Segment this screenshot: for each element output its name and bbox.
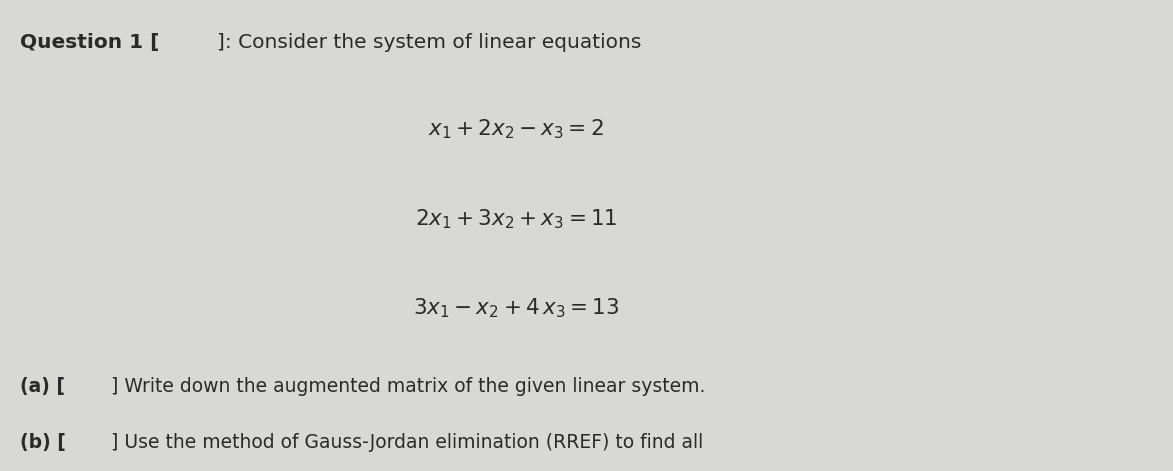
Text: (b) [: (b) [ (20, 433, 66, 452)
Text: Question 1 [: Question 1 [ (20, 33, 160, 52)
Text: (a) [: (a) [ (20, 377, 65, 396)
Text: $x_1+2x_2-x_3=2$: $x_1+2x_2-x_3=2$ (428, 118, 604, 141)
Text: ] Write down the augmented matrix of the given linear system.: ] Write down the augmented matrix of the… (111, 377, 706, 396)
Text: ] Use the method of Gauss-Jordan elimination (RREF) to find all: ] Use the method of Gauss-Jordan elimina… (111, 433, 704, 452)
Text: $2x_1+3x_2+x_3=11$: $2x_1+3x_2+x_3=11$ (415, 207, 617, 231)
Text: $3x_1-x_2+4\,x_3=13$: $3x_1-x_2+4\,x_3=13$ (413, 297, 619, 320)
Text: ]: Consider the system of linear equations: ]: Consider the system of linear equatio… (217, 33, 642, 52)
